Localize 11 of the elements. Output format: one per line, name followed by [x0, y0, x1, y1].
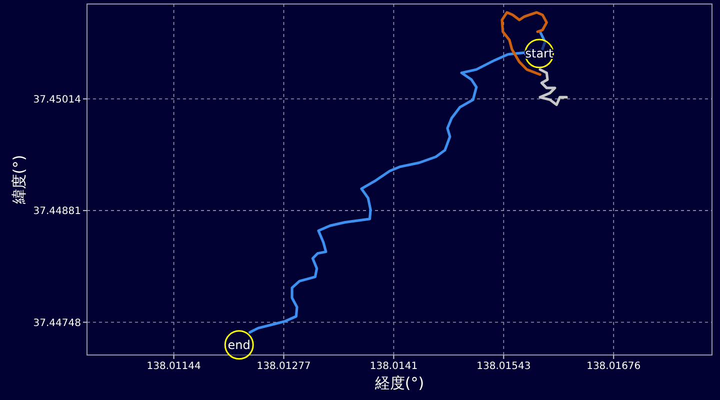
x-tick-label: 138.01144: [146, 361, 201, 372]
x-tick-label: 138.01676: [586, 361, 641, 372]
x-tick-label: 138.0141: [370, 361, 418, 372]
y-tick-label: 37.44748: [33, 318, 81, 329]
x-axis-title: 経度(°): [374, 374, 424, 392]
y-axis-title: 緯度(°): [10, 154, 28, 206]
x-tick-label: 138.01543: [476, 361, 531, 372]
y-tick-label: 37.45014: [33, 94, 81, 106]
x-tick-label: 138.01277: [256, 361, 311, 372]
annotation: end: [228, 338, 250, 352]
y-tick-label: 37.44881: [33, 206, 81, 218]
